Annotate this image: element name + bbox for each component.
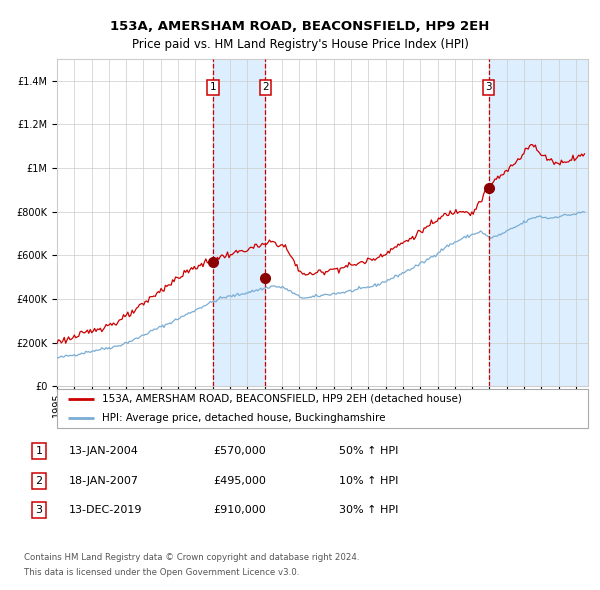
Bar <box>214 59 265 386</box>
Text: 10% ↑ HPI: 10% ↑ HPI <box>339 476 398 486</box>
Text: 13-JAN-2004: 13-JAN-2004 <box>69 447 139 456</box>
FancyBboxPatch shape <box>57 389 588 428</box>
Text: £495,000: £495,000 <box>213 476 266 486</box>
Text: £910,000: £910,000 <box>213 506 266 515</box>
Text: 3: 3 <box>485 83 492 93</box>
Text: 153A, AMERSHAM ROAD, BEACONSFIELD, HP9 2EH: 153A, AMERSHAM ROAD, BEACONSFIELD, HP9 2… <box>110 20 490 33</box>
Text: 18-JAN-2007: 18-JAN-2007 <box>69 476 139 486</box>
Text: Contains HM Land Registry data © Crown copyright and database right 2024.: Contains HM Land Registry data © Crown c… <box>24 553 359 562</box>
Text: 13-DEC-2019: 13-DEC-2019 <box>69 506 143 515</box>
Text: 1: 1 <box>210 83 217 93</box>
Text: 50% ↑ HPI: 50% ↑ HPI <box>339 447 398 456</box>
Bar <box>488 59 588 386</box>
Text: Price paid vs. HM Land Registry's House Price Index (HPI): Price paid vs. HM Land Registry's House … <box>131 38 469 51</box>
Text: 2: 2 <box>262 83 269 93</box>
Text: HPI: Average price, detached house, Buckinghamshire: HPI: Average price, detached house, Buck… <box>102 413 386 423</box>
Text: 1: 1 <box>35 447 43 456</box>
Text: 2: 2 <box>35 476 43 486</box>
Text: This data is licensed under the Open Government Licence v3.0.: This data is licensed under the Open Gov… <box>24 568 299 577</box>
Text: £570,000: £570,000 <box>213 447 266 456</box>
Text: 153A, AMERSHAM ROAD, BEACONSFIELD, HP9 2EH (detached house): 153A, AMERSHAM ROAD, BEACONSFIELD, HP9 2… <box>102 394 462 404</box>
Text: 30% ↑ HPI: 30% ↑ HPI <box>339 506 398 515</box>
Text: 3: 3 <box>35 506 43 515</box>
